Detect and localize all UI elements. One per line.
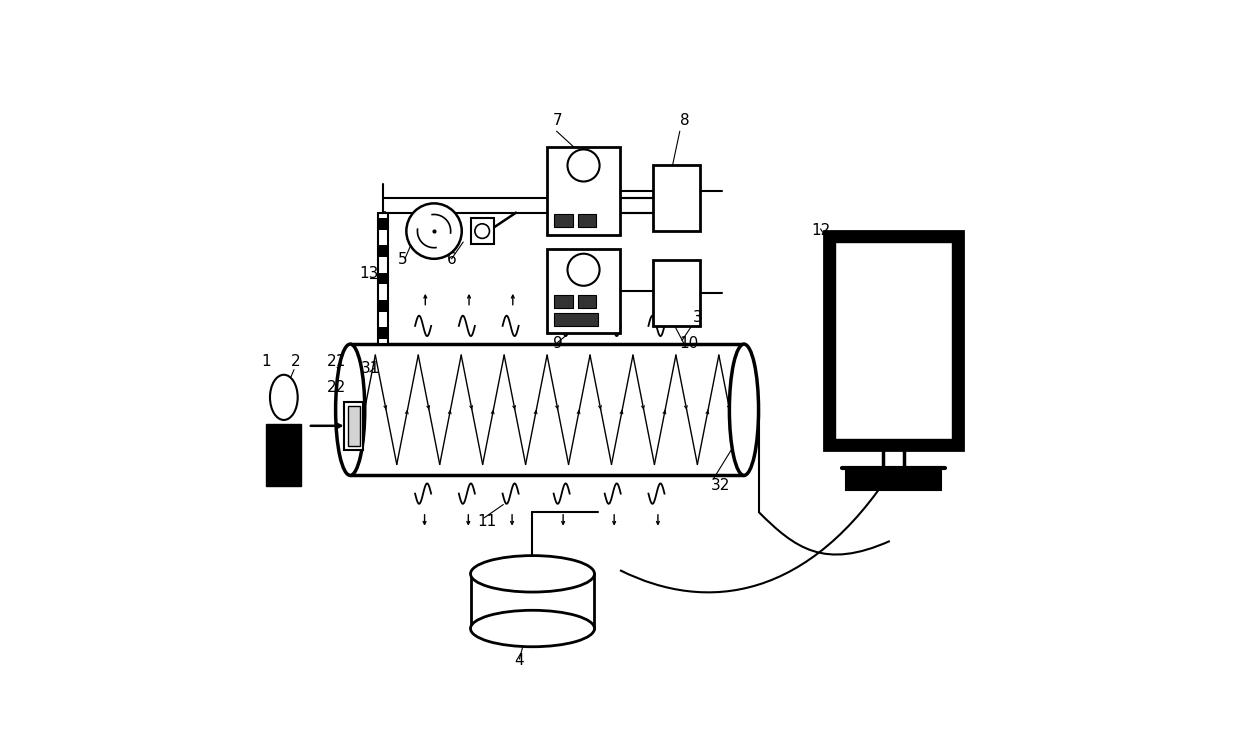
Bar [578,294,596,307]
Circle shape [407,203,461,259]
Text: 4: 4 [515,653,523,668]
Bar [470,218,494,244]
Circle shape [568,254,600,285]
Bar [378,327,388,339]
Ellipse shape [270,375,298,420]
Bar [378,213,388,344]
Text: 13: 13 [358,266,378,282]
Text: 12: 12 [811,223,831,238]
Bar [378,300,388,312]
Text: 6: 6 [446,252,456,267]
Bar [578,214,596,228]
Ellipse shape [470,556,594,592]
Bar [652,165,701,231]
Ellipse shape [470,610,594,647]
Bar [378,272,388,284]
Text: 21: 21 [327,354,346,369]
Bar [846,468,941,490]
Text: 8: 8 [680,113,689,128]
Bar [378,218,388,230]
Bar [554,214,573,228]
Bar [547,250,620,333]
Bar [547,147,620,235]
Text: 32: 32 [712,478,730,493]
Text: 7: 7 [553,113,563,128]
Bar [352,413,361,441]
Text: 2: 2 [290,354,300,369]
Text: 3: 3 [693,310,703,325]
Text: 9: 9 [553,337,563,351]
Text: 31: 31 [361,362,381,376]
Bar [378,245,388,257]
Ellipse shape [336,344,365,475]
Text: 22: 22 [327,379,346,395]
Bar [554,294,573,307]
Bar [554,313,598,326]
Text: 11: 11 [477,515,497,529]
Text: 5: 5 [398,252,407,267]
Bar [835,242,952,439]
Text: 1: 1 [262,354,270,369]
Bar [652,261,701,326]
Circle shape [475,224,490,239]
Bar [345,403,363,450]
Bar [825,231,962,450]
Ellipse shape [729,344,759,475]
Circle shape [568,149,600,182]
Text: 10: 10 [680,337,699,351]
Bar [348,406,360,447]
Bar [267,425,301,486]
